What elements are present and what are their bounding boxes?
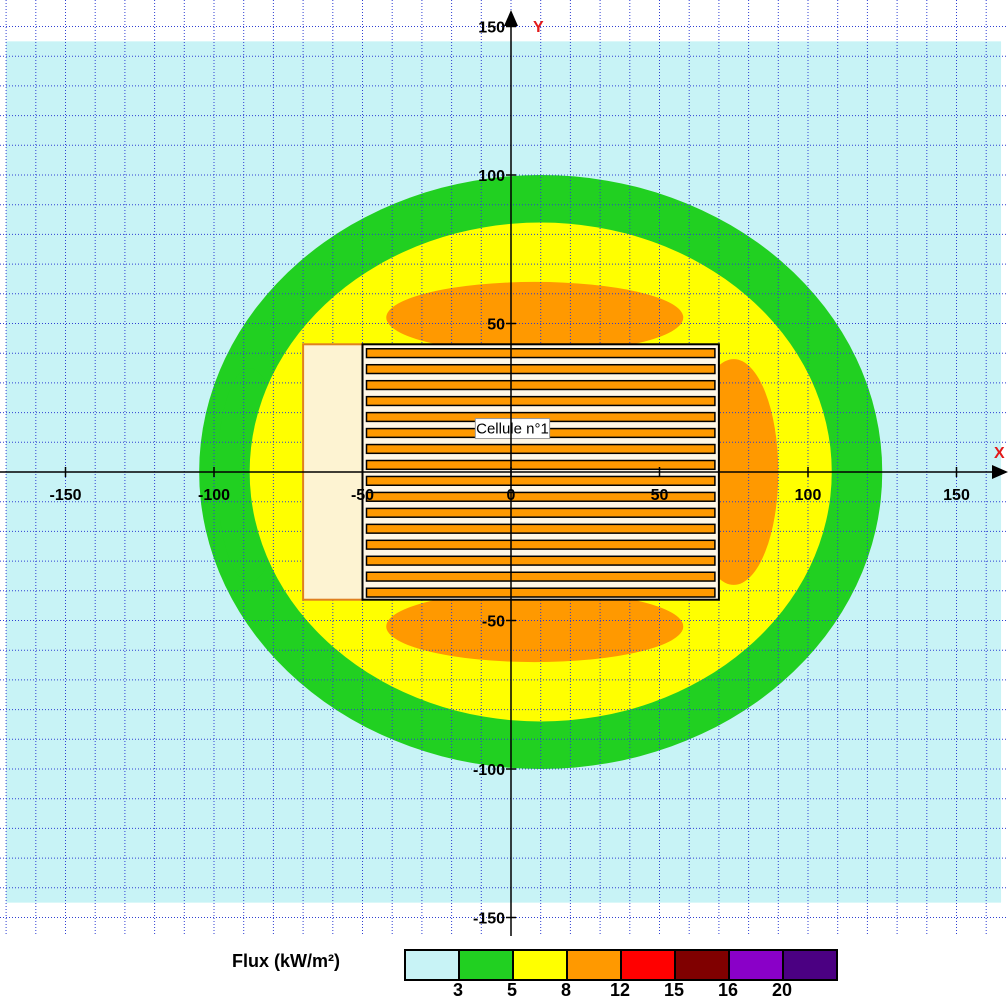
legend-swatches (404, 949, 838, 981)
legend-value: 12 (609, 980, 631, 1000)
legend-swatch (514, 951, 568, 979)
rack-row (365, 395, 716, 407)
cell-label: Cellule n°1 (476, 421, 549, 438)
legend: Flux (kW/m²) 3 5 8 12 15 16 20 (0, 936, 1008, 1001)
x-tick-label: -50 (351, 487, 374, 504)
y-axis-name: Y (533, 19, 544, 36)
x-tick-label: 50 (651, 487, 669, 504)
rack-row (365, 587, 716, 598)
x-axis-arrow (992, 465, 1008, 479)
legend-swatch (730, 951, 784, 979)
rack-row (365, 348, 716, 359)
rack-row (365, 555, 716, 566)
legend-values: 3 5 8 12 15 16 20 (404, 980, 844, 1002)
y-tick-label: 50 (487, 317, 505, 334)
rack-row (365, 363, 716, 375)
zone-12-bottom (386, 590, 684, 663)
legend-swatch (784, 951, 836, 979)
rack-row (365, 523, 716, 534)
axes: X Y -150 -100 -50 0 50 100 150 150 100 50 -50 -100 -15… (0, 10, 1008, 936)
rack-row (365, 475, 716, 486)
rack-row (365, 539, 716, 550)
x-tick-label: 0 (507, 487, 516, 504)
y-tick-label: -50 (482, 614, 505, 631)
legend-title: Flux (kW/m²) (232, 951, 340, 971)
rack-row (365, 507, 716, 518)
rack-row (365, 491, 716, 502)
grid (0, 0, 1008, 936)
x-axis-name: X (994, 445, 1005, 462)
legend-swatch (676, 951, 730, 979)
x-tick-label: 150 (943, 487, 970, 504)
legend-value: 3 (452, 980, 464, 1000)
legend-swatch (568, 951, 622, 979)
legend-value: 20 (771, 980, 793, 1000)
x-tick-label: -150 (49, 487, 81, 504)
legend-value: 5 (506, 980, 518, 1000)
rack-row (365, 379, 716, 391)
legend-swatch (406, 951, 460, 979)
y-tick-label: 100 (478, 168, 505, 185)
rack-row (365, 443, 716, 455)
y-tick-label: -150 (473, 911, 505, 928)
legend-value: 8 (560, 980, 572, 1000)
legend-swatch (622, 951, 676, 979)
legend-value: 15 (663, 980, 685, 1000)
zone-12-top (386, 281, 684, 354)
rack-row (365, 571, 716, 582)
legend-swatch (460, 951, 514, 979)
x-tick-label: -100 (198, 487, 230, 504)
rack-row (365, 459, 716, 471)
legend-value: 16 (717, 980, 739, 1000)
cell-label-bg (474, 418, 551, 440)
y-tick-label: 150 (478, 20, 505, 37)
x-tick-label: 100 (795, 487, 822, 504)
y-axis-arrow (504, 10, 518, 26)
y-tick-label: -100 (473, 762, 505, 779)
